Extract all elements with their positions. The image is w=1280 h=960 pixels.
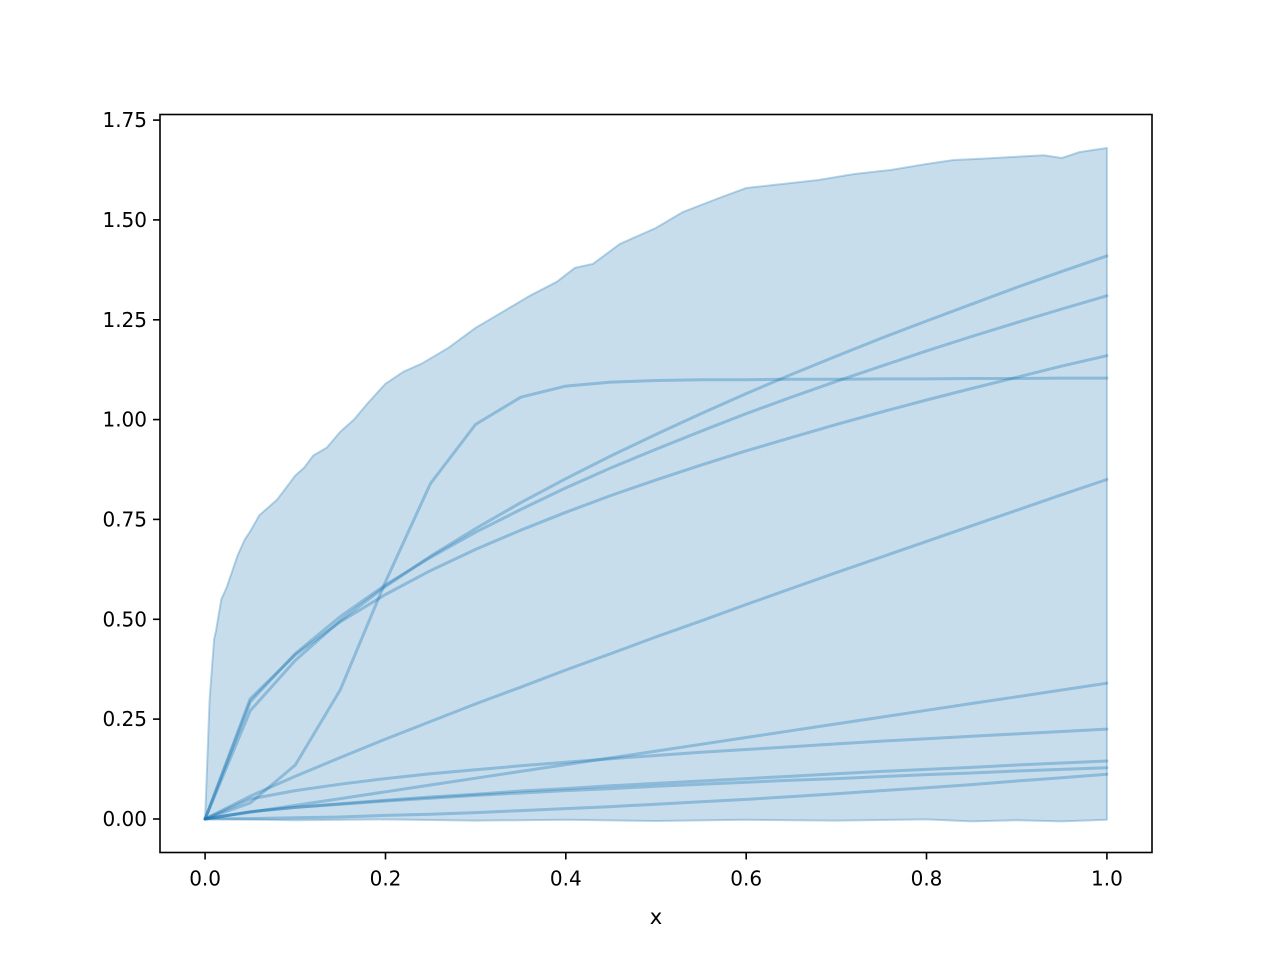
y-axis-ticks: 0.00 0.25 0.50 0.75 1.00 1.25 1.50 1.75 — [102, 108, 160, 831]
curves-group — [203, 254, 1109, 821]
y-tick-label: 1.25 — [102, 308, 147, 332]
curve-10-line — [203, 772, 1109, 821]
curve-09-line — [203, 766, 1109, 821]
x-tick-label: 0.4 — [550, 867, 582, 891]
x-tick-label: 0.8 — [911, 867, 943, 891]
curve-02-line — [203, 294, 1109, 821]
curve-05-line — [203, 478, 1109, 821]
x-tick-label: 0.2 — [370, 867, 402, 891]
y-tick-label: 0.50 — [102, 607, 147, 631]
curve-08-line — [203, 759, 1109, 821]
curve-01-line — [203, 254, 1109, 821]
y-tick-label: 1.50 — [102, 208, 147, 232]
confidence-band-group — [204, 147, 1108, 823]
y-tick-label: 0.00 — [102, 807, 147, 831]
x-tick-label: 1.0 — [1091, 867, 1123, 891]
curve-04-sigmoid-line — [203, 376, 1109, 821]
y-tick-label: 1.75 — [102, 108, 147, 132]
curve-06-line — [203, 681, 1109, 821]
x-tick-label: 0.0 — [189, 867, 221, 891]
y-tick-label: 1.00 — [102, 408, 147, 432]
x-axis-ticks: 0.0 0.2 0.4 0.6 0.8 1.0 — [189, 852, 1123, 891]
curve-07-line — [203, 727, 1109, 821]
x-axis-label: x — [650, 905, 662, 929]
x-tick-label: 0.6 — [730, 867, 762, 891]
y-tick-label: 0.25 — [102, 707, 147, 731]
curve-03-line — [203, 354, 1109, 821]
plot-border — [159, 113, 1153, 854]
confidence-band — [204, 147, 1108, 823]
y-tick-label: 0.75 — [102, 507, 147, 531]
